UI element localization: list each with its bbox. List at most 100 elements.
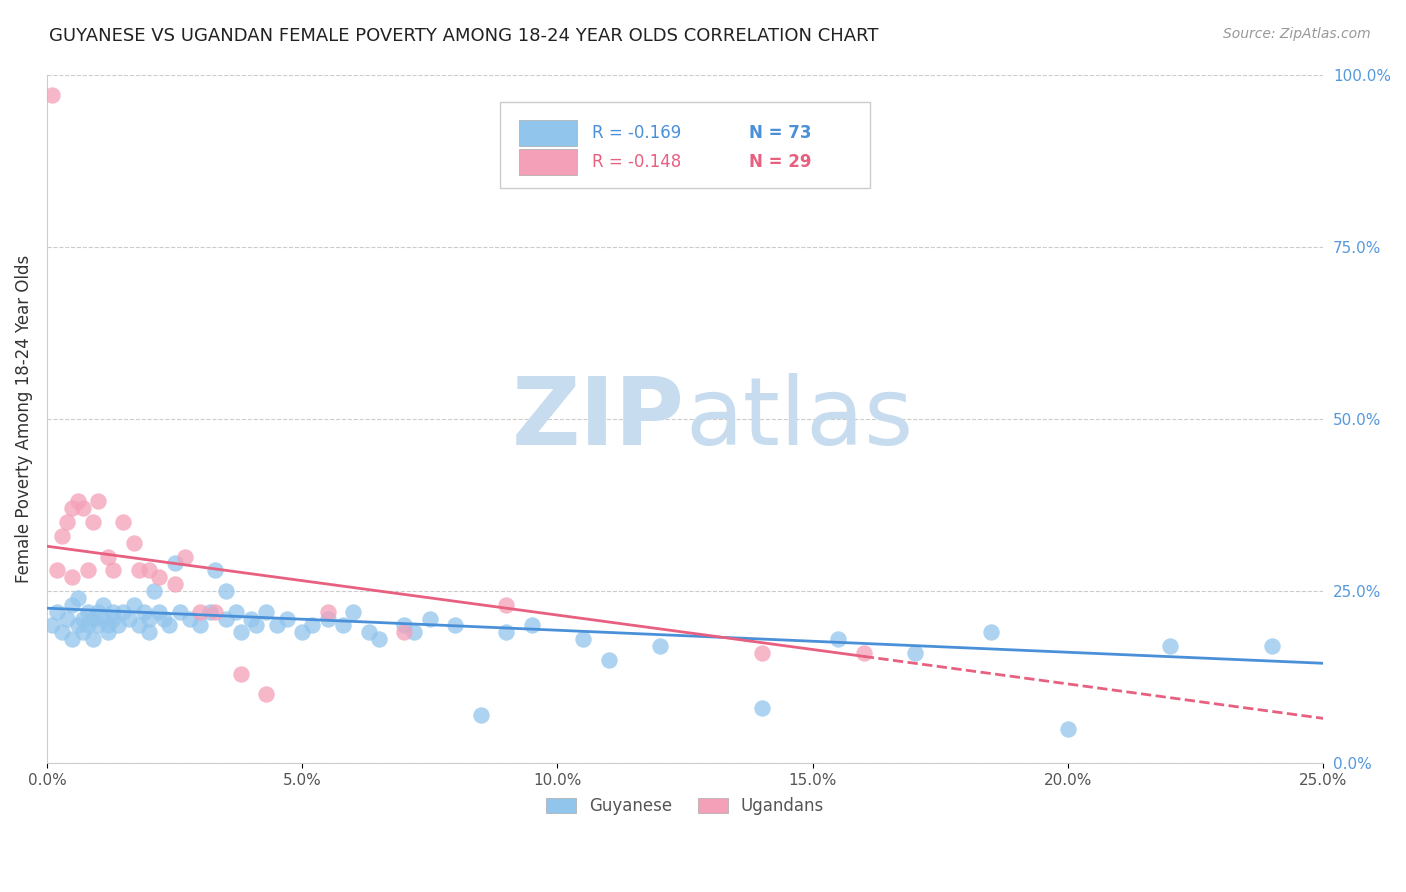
Point — [72, 625, 94, 640]
Point — [41, 618, 63, 632]
Point — [76, 618, 98, 632]
Point — [112, 605, 135, 619]
Point — [751, 701, 773, 715]
Point — [229, 666, 252, 681]
Point — [598, 653, 620, 667]
Point — [157, 618, 180, 632]
Point — [394, 625, 416, 640]
Text: Source: ZipAtlas.com: Source: ZipAtlas.com — [1223, 27, 1371, 41]
Point — [1261, 639, 1284, 653]
Y-axis label: Female Poverty Among 18-24 Year Olds: Female Poverty Among 18-24 Year Olds — [15, 255, 32, 583]
Point — [495, 598, 517, 612]
Point — [367, 632, 389, 647]
Point — [103, 563, 125, 577]
Point — [62, 632, 84, 647]
Point — [254, 605, 277, 619]
Point — [46, 563, 69, 577]
Point — [169, 605, 191, 619]
Point — [214, 611, 236, 625]
Text: R = -0.148: R = -0.148 — [592, 153, 681, 171]
Point — [107, 618, 129, 632]
Point — [87, 494, 110, 508]
Text: ZIP: ZIP — [512, 373, 685, 465]
Point — [1057, 722, 1080, 736]
Text: N = 73: N = 73 — [749, 124, 811, 142]
Point — [204, 563, 226, 577]
Point — [980, 625, 1002, 640]
Point — [852, 646, 875, 660]
Point — [751, 646, 773, 660]
Point — [122, 535, 145, 549]
Point — [240, 611, 263, 625]
Point — [138, 563, 160, 577]
Point — [204, 605, 226, 619]
Point — [179, 611, 201, 625]
Point — [316, 611, 339, 625]
FancyBboxPatch shape — [501, 102, 870, 188]
Point — [276, 611, 298, 625]
Point — [66, 618, 89, 632]
Point — [394, 618, 416, 632]
Point — [72, 611, 94, 625]
Point — [163, 557, 186, 571]
Point — [62, 570, 84, 584]
Point — [56, 515, 79, 529]
Point — [316, 605, 339, 619]
Point — [495, 625, 517, 640]
Point — [97, 625, 120, 640]
Point — [87, 618, 110, 632]
FancyBboxPatch shape — [519, 120, 576, 146]
Point — [87, 605, 110, 619]
Point — [82, 611, 104, 625]
Point — [188, 605, 211, 619]
Point — [128, 618, 150, 632]
Text: R = -0.169: R = -0.169 — [592, 124, 681, 142]
Point — [76, 605, 98, 619]
Point — [470, 707, 492, 722]
Point — [97, 549, 120, 564]
Point — [332, 618, 354, 632]
Point — [132, 605, 155, 619]
Point — [51, 625, 73, 640]
Point — [827, 632, 849, 647]
Point — [128, 563, 150, 577]
Point — [404, 625, 426, 640]
Point — [245, 618, 267, 632]
Point — [76, 563, 98, 577]
Text: N = 29: N = 29 — [749, 153, 811, 171]
Point — [229, 625, 252, 640]
Point — [117, 611, 139, 625]
Point — [214, 584, 236, 599]
Point — [444, 618, 467, 632]
Point — [97, 618, 120, 632]
Text: atlas: atlas — [685, 373, 914, 465]
Point — [62, 598, 84, 612]
Point — [342, 605, 364, 619]
Point — [301, 618, 323, 632]
Point — [66, 494, 89, 508]
Point — [188, 618, 211, 632]
Point — [138, 625, 160, 640]
Text: GUYANESE VS UGANDAN FEMALE POVERTY AMONG 18-24 YEAR OLDS CORRELATION CHART: GUYANESE VS UGANDAN FEMALE POVERTY AMONG… — [49, 27, 879, 45]
Point — [173, 549, 195, 564]
Point — [148, 570, 170, 584]
Point — [51, 529, 73, 543]
Point — [91, 598, 114, 612]
FancyBboxPatch shape — [519, 149, 576, 175]
Point — [648, 639, 671, 653]
Point — [904, 646, 927, 660]
Point — [572, 632, 595, 647]
Point — [357, 625, 380, 640]
Point — [138, 611, 160, 625]
Point — [46, 605, 69, 619]
Point — [112, 515, 135, 529]
Point — [1159, 639, 1181, 653]
Point — [62, 501, 84, 516]
Point — [91, 611, 114, 625]
Legend: Guyanese, Ugandans: Guyanese, Ugandans — [537, 789, 832, 823]
Point — [266, 618, 288, 632]
Point — [41, 88, 63, 103]
Point — [82, 515, 104, 529]
Point — [254, 687, 277, 701]
Point — [103, 605, 125, 619]
